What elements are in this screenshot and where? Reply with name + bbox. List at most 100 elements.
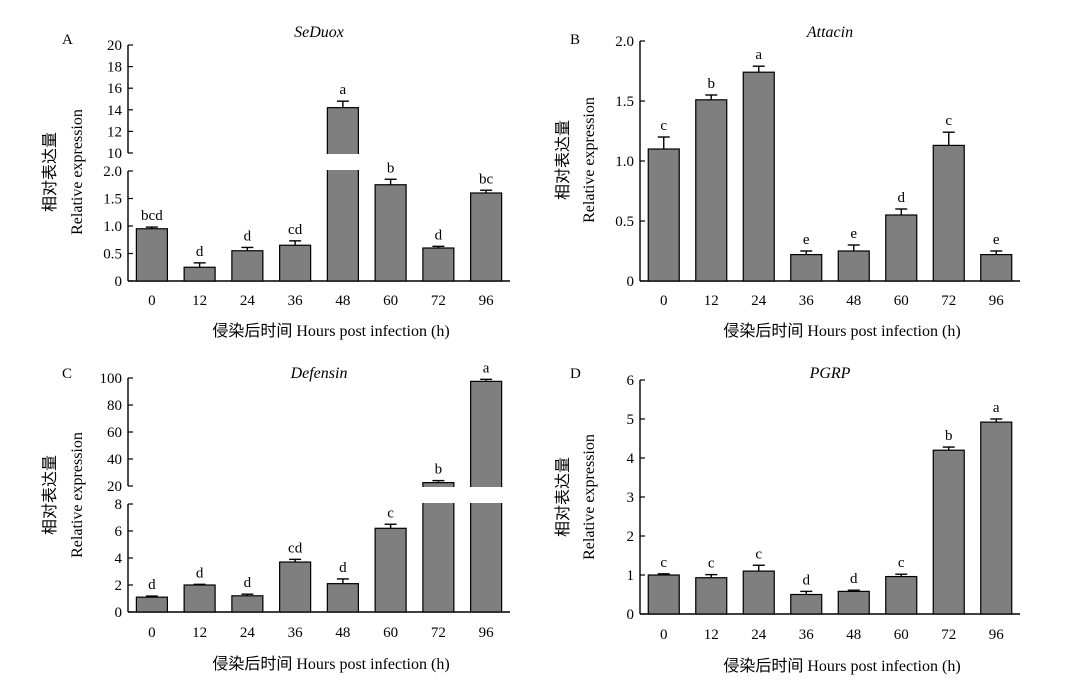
bar (837, 590, 870, 615)
significance-label: d (803, 572, 811, 588)
chart-title: Defensin (290, 365, 348, 382)
significance-label: b (435, 462, 443, 478)
panel-label: D (570, 366, 581, 382)
bar (279, 244, 312, 282)
y-axis-label-en: Relative expression (581, 434, 598, 560)
y-tick-label: 2.0 (103, 164, 122, 180)
bar (422, 482, 455, 613)
y-axis-label-cn: 相对表达量 (554, 457, 572, 537)
x-tick-label: 60 (383, 625, 398, 641)
bar (135, 596, 168, 613)
y-tick-upper-label: 100 (100, 371, 123, 387)
y-tick-upper-label: 10 (107, 146, 122, 162)
significance-label: d (898, 190, 906, 206)
significance-label: d (850, 571, 858, 587)
x-tick-label: 0 (660, 627, 668, 643)
significance-label: d (148, 577, 156, 593)
x-tick-label: 0 (148, 293, 156, 309)
axis-break-gap (325, 154, 361, 170)
significance-label: c (898, 555, 905, 571)
bar (422, 247, 455, 282)
x-axis-label: 侵染后时间 Hours post infection (h) (723, 657, 960, 675)
x-tick-label: 24 (751, 627, 767, 643)
bar (326, 107, 359, 282)
y-tick-label: 1.0 (615, 154, 634, 170)
y-axis-label-en: Relative expression (581, 97, 598, 223)
bar (231, 250, 264, 282)
x-tick-label: 48 (846, 293, 861, 309)
significance-label: c (660, 118, 667, 134)
significance-label: a (755, 47, 762, 63)
y-tick-upper-label: 12 (107, 124, 122, 140)
y-tick-upper-label: 18 (107, 60, 122, 76)
axis-break-gap (420, 487, 456, 503)
y-tick-label: 6 (115, 524, 123, 540)
y-tick-label: 0.5 (103, 247, 122, 263)
chart-panel-b: B Attacin 相对表达量 Relative expression 0 0.5 1.0 1… (554, 24, 1020, 340)
x-tick-label: 12 (704, 293, 719, 309)
bar (790, 593, 823, 615)
significance-label: c (387, 505, 394, 521)
bar (135, 228, 168, 282)
y-tick-upper-label: 16 (107, 81, 123, 97)
x-tick-label: 48 (335, 293, 350, 309)
significance-label: d (244, 228, 252, 244)
y-tick-label: 1.0 (103, 219, 122, 235)
y-tick-label: 8 (115, 497, 123, 513)
x-tick-label: 96 (479, 293, 495, 309)
y-tick-label: 5 (627, 412, 635, 428)
bar (647, 148, 680, 282)
x-tick-label: 48 (335, 625, 350, 641)
bar (231, 595, 264, 613)
x-tick-label: 96 (989, 293, 1005, 309)
significance-label: a (483, 360, 490, 376)
x-tick-label: 36 (288, 625, 304, 641)
y-tick-upper-label: 40 (107, 452, 122, 468)
significance-label: cd (288, 222, 303, 238)
chart-panel-a: A SeDuox 相对表达量 Relative expression 0 0.5 1.0 1.… (41, 24, 510, 340)
y-axis-label-cn: 相对表达量 (554, 120, 572, 200)
bar (932, 449, 965, 615)
significance-label: a (993, 400, 1000, 416)
x-tick-label: 48 (846, 627, 861, 643)
y-tick-upper-label: 60 (107, 425, 122, 441)
x-tick-label: 12 (704, 627, 719, 643)
significance-label: e (993, 232, 1000, 248)
bar (885, 214, 918, 282)
y-tick-label: 0 (627, 274, 635, 290)
bar (742, 570, 775, 615)
y-tick-label: 2.0 (615, 34, 634, 50)
x-tick-label: 72 (941, 293, 956, 309)
y-tick-label: 0 (115, 274, 123, 290)
x-tick-label: 72 (431, 625, 446, 641)
significance-label: bc (479, 171, 494, 187)
bar (742, 71, 775, 282)
bar (279, 561, 312, 613)
y-tick-upper-label: 80 (107, 398, 122, 414)
x-tick-label: 96 (989, 627, 1005, 643)
x-axis-label: 侵染后时间 Hours post infection (h) (212, 322, 449, 340)
y-tick-label: 1 (627, 568, 635, 584)
bar (837, 250, 870, 282)
significance-label: b (387, 160, 395, 176)
y-tick-label: 6 (627, 373, 635, 389)
significance-label: c (755, 546, 762, 562)
x-tick-label: 24 (751, 293, 767, 309)
x-tick-label: 12 (192, 293, 207, 309)
bar (374, 527, 407, 613)
bar (183, 584, 216, 613)
bar (183, 266, 216, 282)
significance-label: b (945, 428, 953, 444)
chart-title: PGRP (809, 365, 851, 382)
significance-label: d (339, 560, 347, 576)
significance-label: c (945, 113, 952, 129)
significance-label: b (708, 76, 716, 92)
bar (695, 99, 728, 282)
x-tick-label: 24 (240, 293, 256, 309)
y-tick-upper-label: 20 (107, 479, 122, 495)
y-tick-label: 1.5 (615, 94, 634, 110)
x-axis-label: 侵染后时间 Hours post infection (h) (723, 322, 960, 340)
significance-label: d (196, 244, 204, 260)
y-tick-label: 4 (115, 551, 123, 567)
